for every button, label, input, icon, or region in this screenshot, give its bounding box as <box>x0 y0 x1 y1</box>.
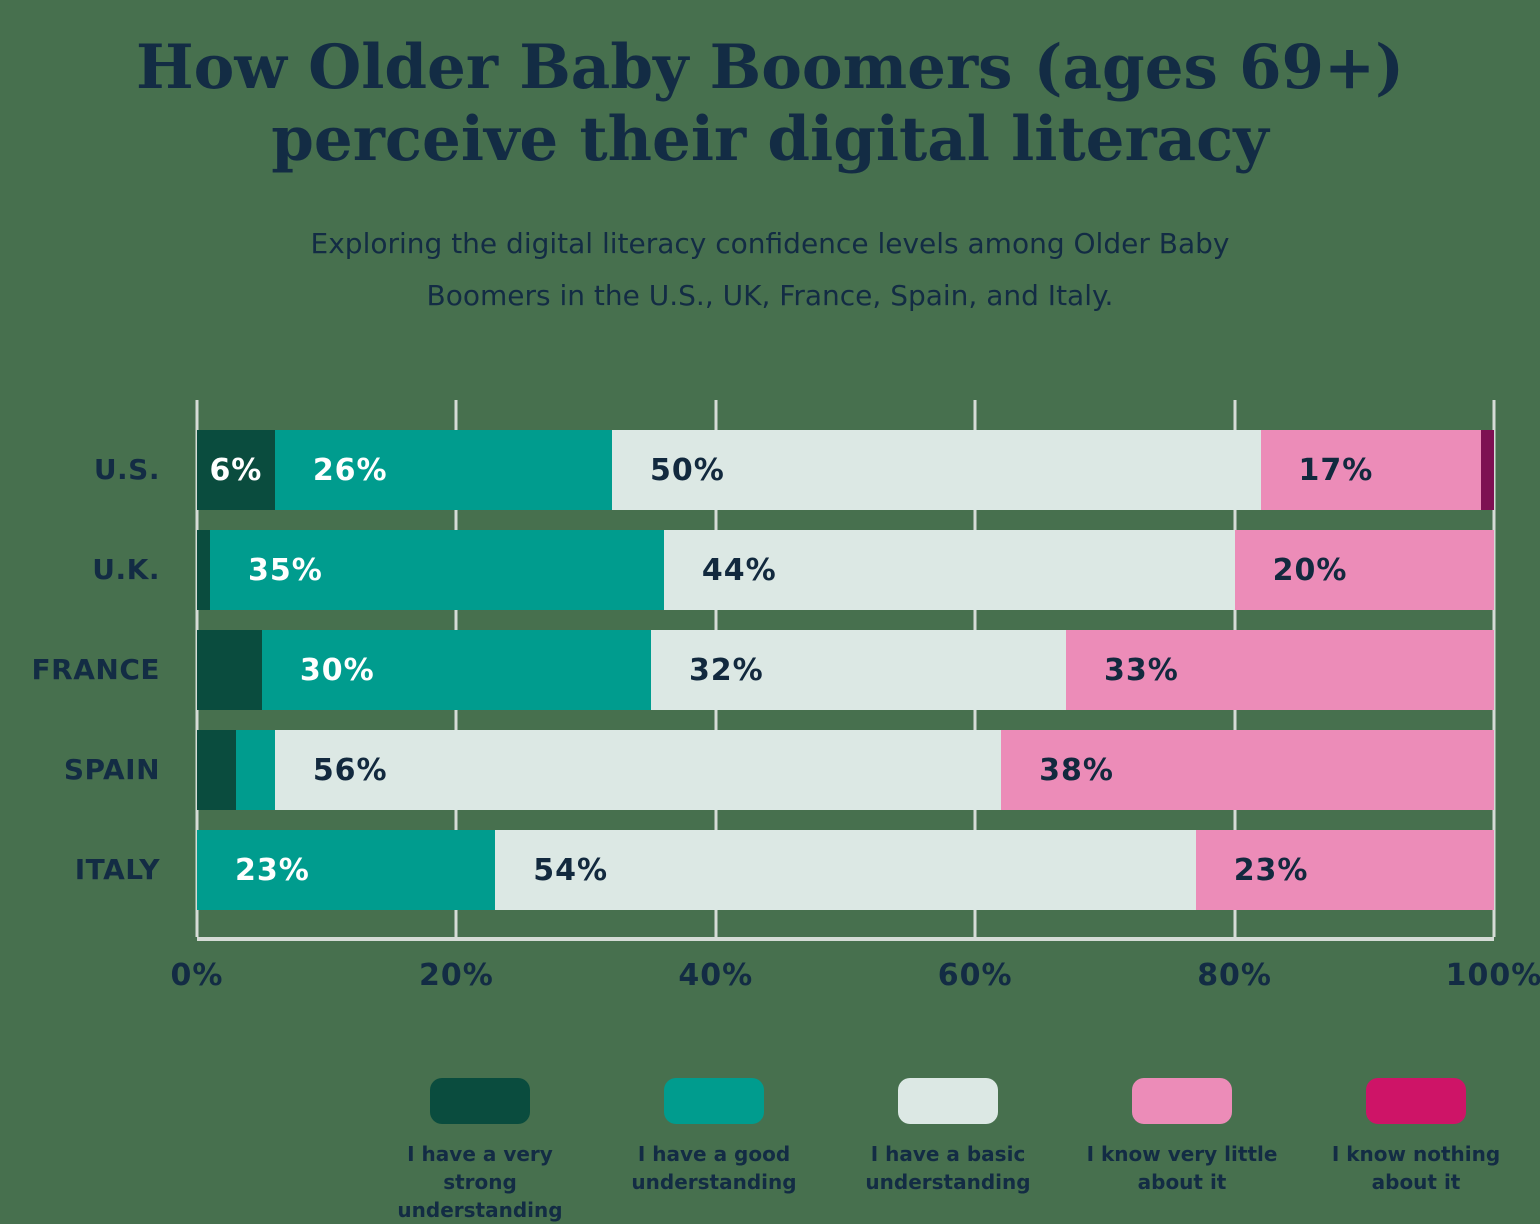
segment-spain-i-have-a-good-understanding <box>235 730 275 810</box>
bar-row-u-s: 6% 26% 50% 17% <box>197 430 1494 510</box>
bar-row-italy: 23% 54% 23% <box>197 830 1494 910</box>
segment-value-label: 6% <box>209 452 263 488</box>
plot-area: U.S. 6% 26% 50% 17% U.K. 35% 44% 20% FRANCE 30% 32%… <box>32 400 1496 941</box>
segment-u-k-i-have-a-good-understanding: 35% <box>209 530 664 610</box>
legend-item-i-have-a-basic-understanding: I have a basic understanding <box>840 1078 1056 1224</box>
legend-item-i-have-a-very-strong-understanding: I have a very strong understanding <box>372 1078 588 1224</box>
segment-u-k-i-know-very-little-about-it: 20% <box>1234 530 1494 610</box>
segment-france-i-have-a-good-understanding: 30% <box>261 630 651 710</box>
bar-row-france: 30% 32% 33% <box>197 630 1494 710</box>
subtitle-line-2: Boomers in the U.S., UK, France, Spain, … <box>426 278 1114 312</box>
legend-item-i-know-very-little-about-it: I know very little about it <box>1074 1078 1290 1224</box>
segment-spain-i-know-very-little-about-it: 38% <box>1001 730 1494 810</box>
segment-value-label: 23% <box>235 852 310 888</box>
segment-u-s-i-know-nothing-about-it <box>1481 430 1494 510</box>
segment-value-label: 33% <box>1103 652 1179 688</box>
segment-value-label: 38% <box>1039 752 1114 788</box>
segment-value-label: 20% <box>1272 552 1348 588</box>
page-title: How Older Baby Boomers (ages 69+) percei… <box>0 32 1540 176</box>
bar-row-spain: 56% 38% <box>197 730 1494 810</box>
segment-spain-i-have-a-basic-understanding: 56% <box>274 730 1002 810</box>
row-label-spain: SPAIN <box>63 753 160 786</box>
legend-label-i-have-a-basic-understanding: I have a basic understanding <box>865 1142 1031 1194</box>
x-tick-100: 100% <box>1445 958 1540 993</box>
segment-value-label: 54% <box>533 852 609 888</box>
legend-item-i-have-a-good-understanding: I have a good understanding <box>606 1078 822 1224</box>
x-tick-80: 80% <box>1197 958 1272 993</box>
segment-france-i-know-very-little-about-it: 33% <box>1065 630 1494 710</box>
segment-france-i-have-a-very-strong-understanding <box>197 630 262 710</box>
legend-swatch-i-know-nothing-about-it <box>1366 1078 1466 1124</box>
legend-item-i-know-nothing-about-it: I know nothing about it <box>1308 1078 1524 1224</box>
legend: I have a very strong understanding I have… <box>372 1078 1524 1224</box>
segment-value-label: 23% <box>1233 852 1309 888</box>
subtitle-line-1: Exploring the digital literacy confidenc… <box>310 226 1230 260</box>
x-tick-0: 0% <box>170 958 224 993</box>
segment-value-label: 32% <box>688 652 764 688</box>
segment-value-label: 17% <box>1298 452 1374 488</box>
segment-france-i-have-a-basic-understanding: 32% <box>650 630 1066 710</box>
x-tick-20: 20% <box>418 958 494 993</box>
title-line-1: How Older Baby Boomers (ages 69+) <box>136 32 1404 103</box>
segment-italy-i-have-a-basic-understanding: 54% <box>495 830 1196 910</box>
segment-u-s-i-have-a-very-strong-understanding: 6% <box>197 430 275 510</box>
segment-value-label: 26% <box>312 452 388 488</box>
legend-swatch-i-have-a-good-understanding <box>664 1078 764 1124</box>
row-label-italy: ITALY <box>74 853 160 886</box>
legend-label-i-know-nothing-about-it: I know nothing about it <box>1331 1142 1501 1194</box>
segment-italy-i-have-a-good-understanding: 23% <box>197 830 496 910</box>
gridline-100 <box>1492 400 1496 937</box>
x-axis: 0% 20% 40% 60% 80% 100% <box>171 958 1540 1002</box>
legend-swatch-i-know-very-little-about-it <box>1132 1078 1232 1124</box>
legend-label-i-know-very-little-about-it: I know very little about it <box>1086 1142 1278 1194</box>
infographic-canvas: How Older Baby Boomers (ages 69+) percei… <box>0 32 1540 1222</box>
segment-u-s-i-have-a-basic-understanding: 50% <box>612 430 1261 510</box>
row-label-france: FRANCE <box>31 653 160 686</box>
segment-value-label: 56% <box>312 752 388 788</box>
legend-label-i-have-a-very-strong-understanding: I have a very strong understanding <box>397 1142 563 1222</box>
bar-row-u-k: 35% 44% 20% <box>197 530 1494 610</box>
legend-swatch-i-have-a-very-strong-understanding <box>430 1078 530 1124</box>
row-label-u-k: U.K. <box>92 553 160 586</box>
x-tick-60: 60% <box>937 958 1013 993</box>
segment-value-label: 50% <box>650 452 725 488</box>
segment-italy-i-know-very-little-about-it: 23% <box>1195 830 1494 910</box>
segment-value-label: 30% <box>299 652 375 688</box>
segment-u-k-i-have-a-very-strong-understanding <box>197 530 210 610</box>
legend-label-i-have-a-good-understanding: I have a good understanding <box>631 1142 797 1194</box>
row-label-u-s: U.S. <box>93 453 160 486</box>
segment-u-k-i-have-a-basic-understanding: 44% <box>663 530 1235 610</box>
segment-u-s-i-have-a-good-understanding: 26% <box>274 430 613 510</box>
segment-value-label: 35% <box>247 552 323 588</box>
title-line-2: perceive their digital literacy <box>271 103 1269 175</box>
page-subtitle: Exploring the digital literacy confidenc… <box>0 218 1540 322</box>
segment-u-s-i-know-very-little-about-it: 17% <box>1260 430 1482 510</box>
x-tick-40: 40% <box>678 958 754 993</box>
segment-value-label: 44% <box>701 552 777 588</box>
legend-swatch-i-have-a-basic-understanding <box>898 1078 998 1124</box>
segment-spain-i-have-a-very-strong-understanding <box>197 730 236 810</box>
